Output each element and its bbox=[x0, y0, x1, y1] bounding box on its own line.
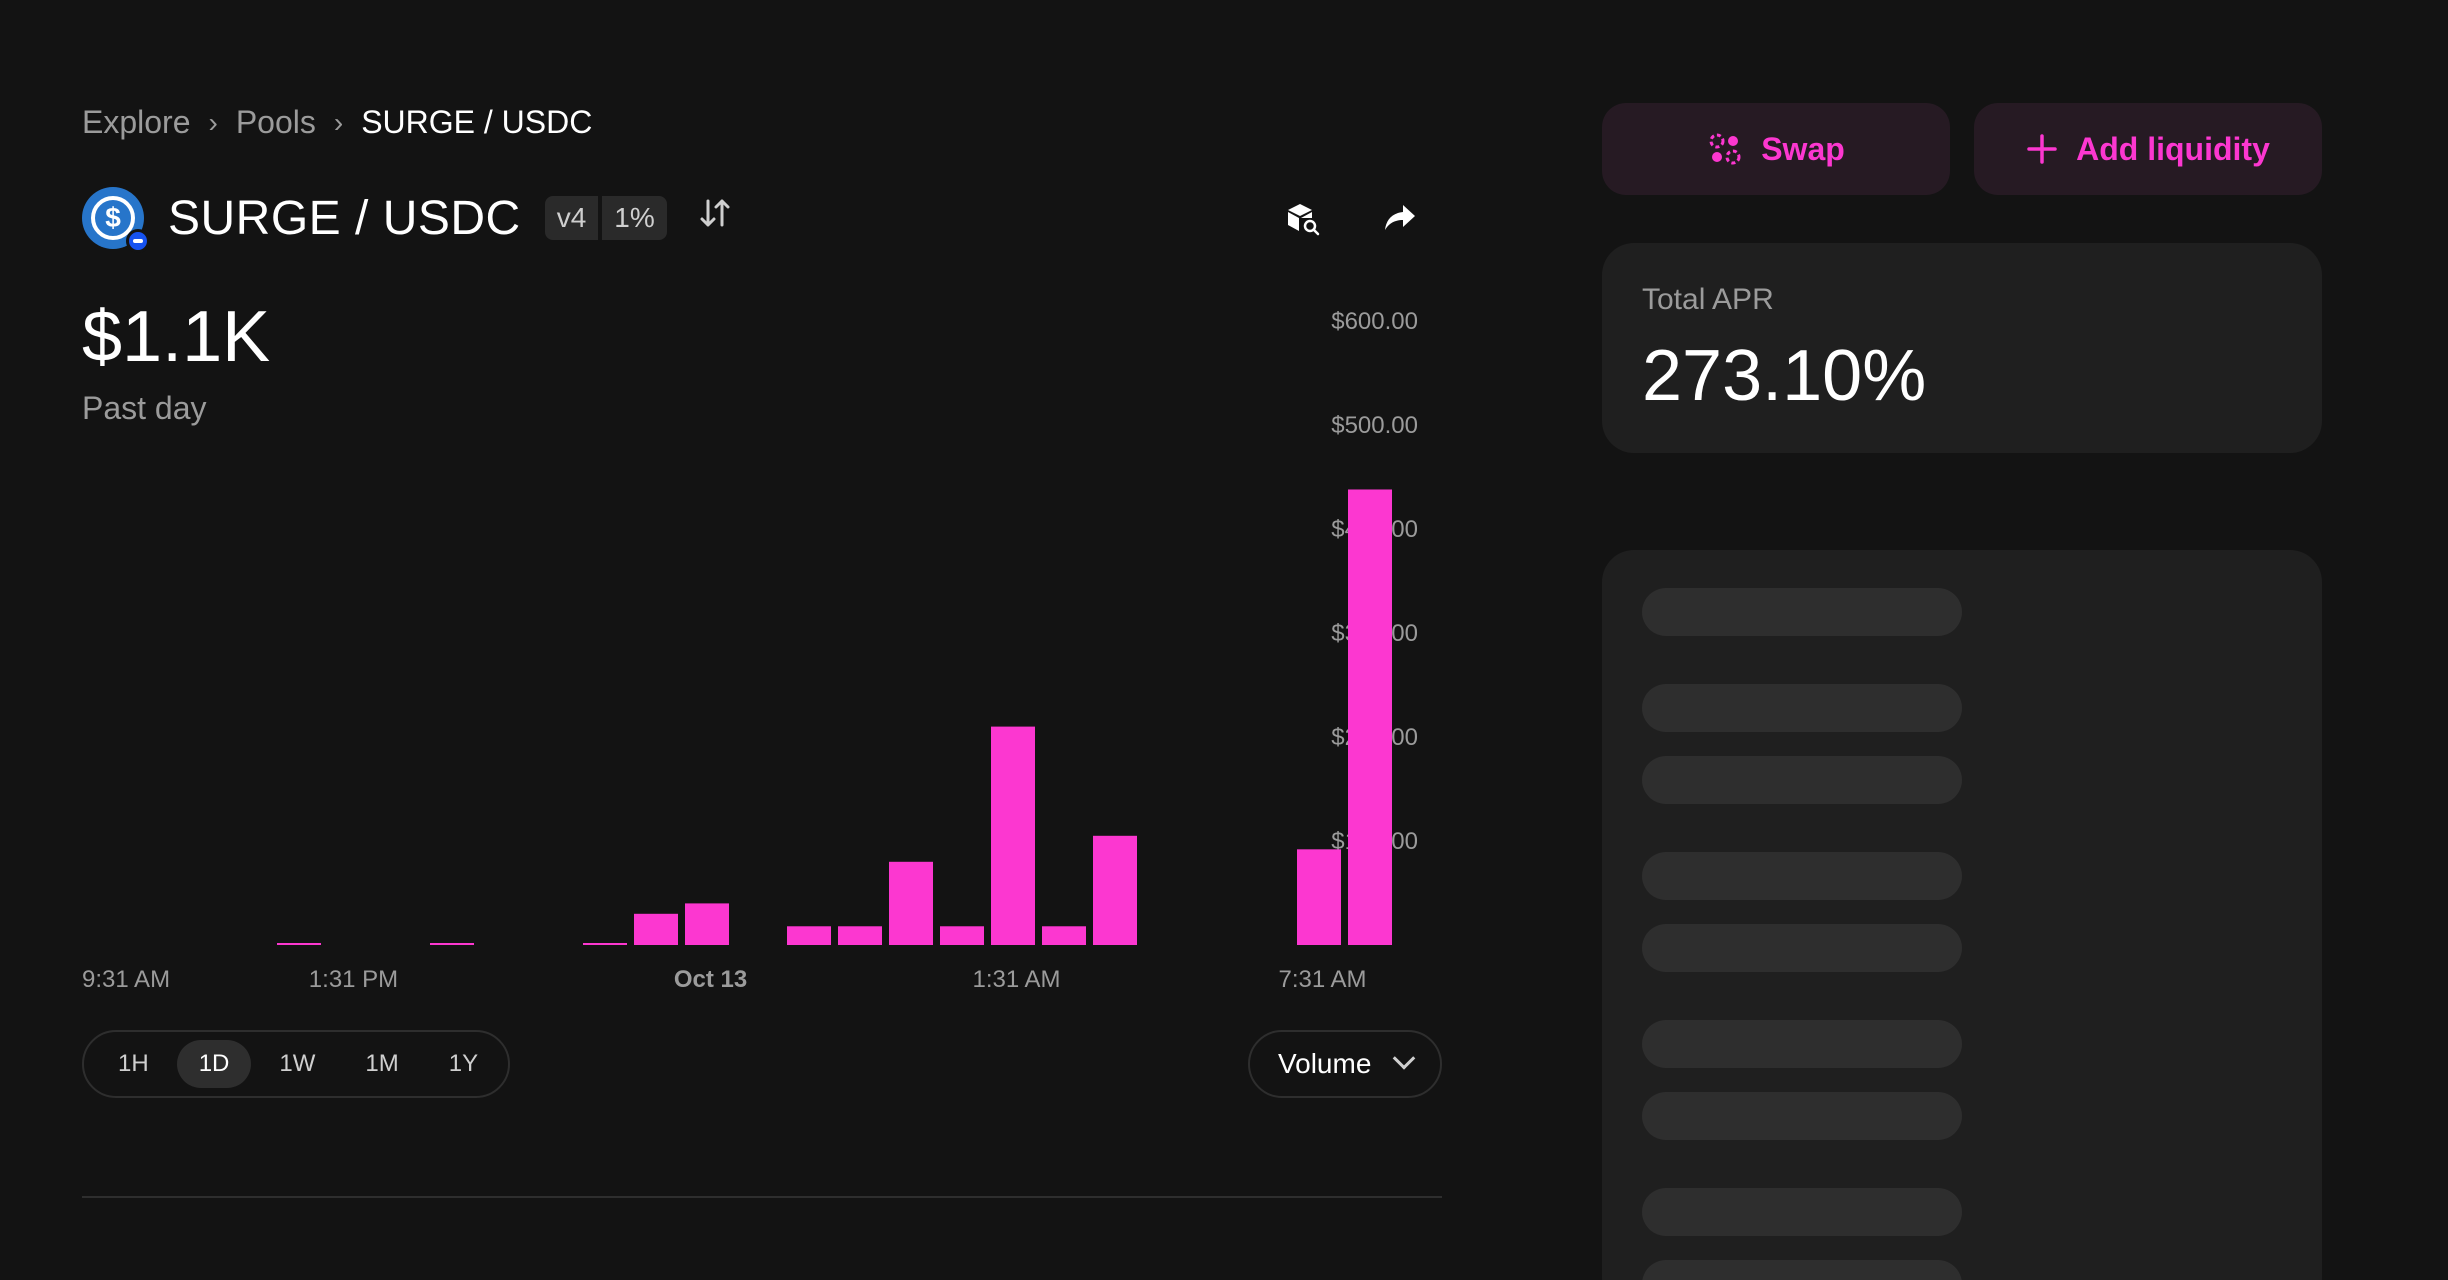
skeleton-line bbox=[1642, 588, 1962, 636]
swap-order-icon[interactable] bbox=[697, 195, 733, 241]
time-range-1w[interactable]: 1W bbox=[279, 1050, 316, 1077]
usdc-logo-icon: $ bbox=[82, 187, 150, 253]
x-axis-tick-label: 7:31 AM bbox=[1278, 966, 1366, 993]
time-range-1h[interactable]: 1H bbox=[118, 1050, 149, 1077]
swap-button-label: Swap bbox=[1761, 130, 1845, 167]
volume-bar[interactable] bbox=[940, 926, 984, 945]
x-axis-tick-label: 9:31 AM bbox=[82, 966, 170, 993]
volume-bar[interactable] bbox=[1093, 835, 1137, 945]
skeleton-line bbox=[1642, 1020, 1962, 1068]
skeleton-line bbox=[1642, 684, 1962, 732]
swap-button[interactable]: Swap bbox=[1602, 103, 1950, 195]
breadcrumb-current: SURGE / USDC bbox=[361, 104, 593, 140]
volume-value: $1.1K bbox=[82, 297, 271, 377]
swap-icon bbox=[1707, 131, 1743, 167]
breadcrumb-pools[interactable]: Pools bbox=[235, 104, 316, 140]
apr-value: 273.10% bbox=[1642, 336, 1927, 416]
base-chain-icon bbox=[126, 229, 150, 253]
volume-chart[interactable]: $600.00$500.00$400.00$300.00$200.00$100.… bbox=[0, 0, 2448, 1000]
time-range-1y[interactable]: 1Y bbox=[448, 1050, 479, 1077]
volume-bar[interactable] bbox=[787, 926, 831, 945]
volume-bar[interactable] bbox=[277, 943, 321, 945]
volume-bar[interactable] bbox=[889, 861, 933, 945]
skeleton-line bbox=[1642, 1188, 1962, 1236]
chart-metric-value: Volume bbox=[1278, 1048, 1372, 1079]
divider bbox=[82, 1196, 1442, 1198]
chart-metric-select[interactable]: Volume bbox=[1248, 1030, 1442, 1098]
plus-icon bbox=[2026, 133, 2058, 165]
volume-bar[interactable] bbox=[1297, 849, 1341, 945]
volume-bar[interactable] bbox=[838, 926, 882, 945]
y-axis-tick-label: $500.00 bbox=[1331, 412, 1418, 439]
skeleton-line bbox=[1642, 924, 1962, 972]
version-badge: v4 bbox=[544, 196, 599, 240]
skeleton-line bbox=[1642, 756, 1962, 804]
pool-header: $ SURGE / USDC v4 1% bbox=[82, 186, 733, 253]
volume-bar[interactable] bbox=[1042, 926, 1086, 945]
page-title: SURGE / USDC bbox=[168, 191, 521, 245]
volume-bar[interactable] bbox=[634, 913, 678, 945]
pool-stats-card-loading bbox=[1602, 550, 2322, 1280]
apr-card: Total APR 273.10% bbox=[1602, 243, 2322, 453]
x-axis-tick-label: Oct 13 bbox=[674, 966, 747, 993]
breadcrumb-separator: › bbox=[333, 106, 344, 138]
breadcrumb-explore[interactable]: Explore bbox=[82, 104, 191, 140]
y-axis-tick-label: $600.00 bbox=[1331, 308, 1418, 335]
volume-bar[interactable] bbox=[991, 726, 1035, 945]
add-liquidity-button[interactable]: Add liquidity bbox=[1974, 103, 2322, 195]
x-axis-tick-label: 1:31 PM bbox=[309, 966, 398, 993]
volume-bar[interactable] bbox=[1348, 489, 1392, 945]
volume-bar[interactable] bbox=[685, 903, 729, 945]
time-range-1d[interactable]: 1D bbox=[176, 1040, 252, 1088]
add-liquidity-label: Add liquidity bbox=[2076, 130, 2270, 167]
share-icon[interactable] bbox=[1380, 198, 1420, 238]
breadcrumb-separator: › bbox=[208, 106, 218, 138]
time-range-1m[interactable]: 1M bbox=[365, 1050, 399, 1077]
skeleton-line bbox=[1642, 1092, 1962, 1140]
x-axis-tick-label: 1:31 AM bbox=[972, 966, 1060, 993]
chevron-down-icon bbox=[1392, 1047, 1416, 1070]
volume-bar[interactable] bbox=[430, 943, 474, 945]
skeleton-line bbox=[1642, 1260, 1962, 1280]
fee-badge: 1% bbox=[602, 196, 667, 240]
time-range-selector: 1H 1D 1W 1M 1Y bbox=[82, 1030, 510, 1098]
volume-period: Past day bbox=[82, 390, 207, 426]
volume-bar[interactable] bbox=[583, 943, 627, 945]
skeleton-line bbox=[1642, 852, 1962, 900]
breadcrumb: Explore › Pools › SURGE / USDC bbox=[82, 104, 592, 141]
explorer-search-icon[interactable] bbox=[1282, 198, 1322, 238]
apr-label: Total APR bbox=[1642, 283, 1774, 316]
